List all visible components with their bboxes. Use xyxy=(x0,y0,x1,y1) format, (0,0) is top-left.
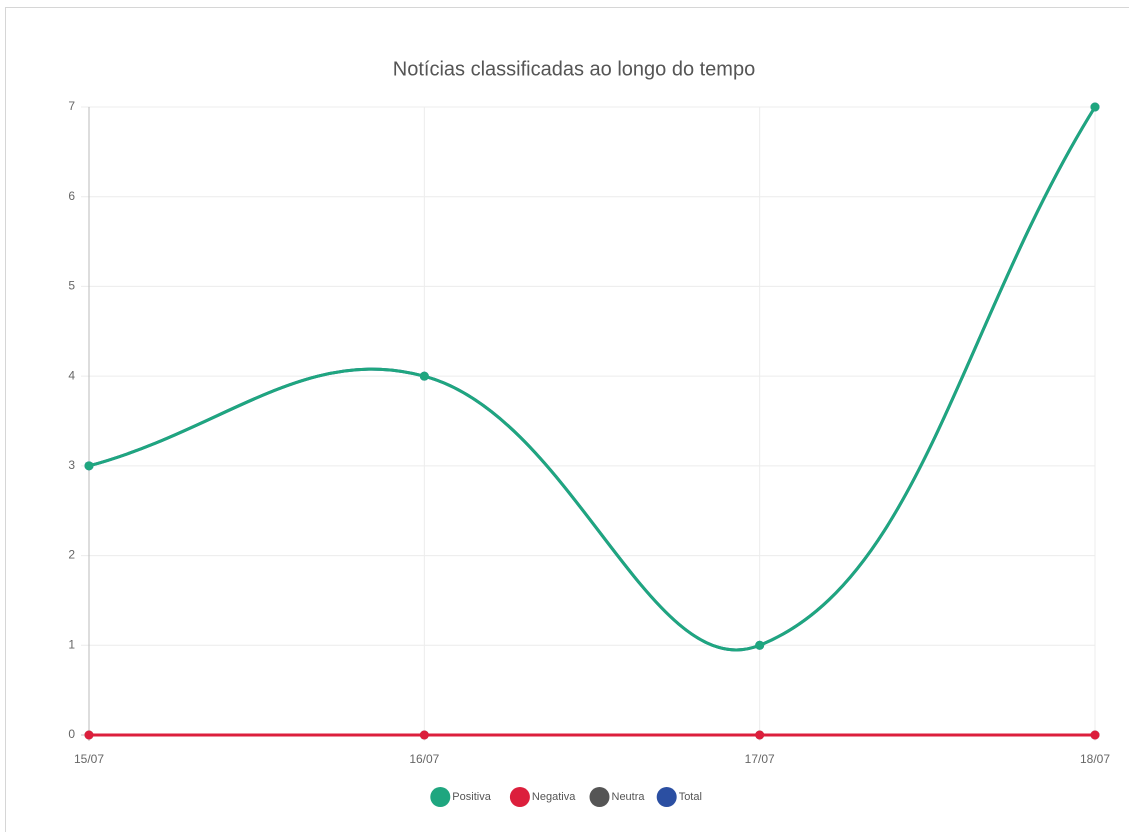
data-point xyxy=(755,730,765,740)
data-point xyxy=(755,640,765,650)
legend-label: Positiva xyxy=(452,791,491,803)
legend-label: Negativa xyxy=(532,791,576,803)
y-tick-label: 5 xyxy=(68,279,75,293)
data-point xyxy=(419,730,429,740)
y-tick-label: 3 xyxy=(68,458,75,472)
legend-label: Total xyxy=(679,791,702,803)
data-point xyxy=(84,730,94,740)
data-point xyxy=(419,371,429,381)
legend-swatch xyxy=(509,787,530,807)
legend-swatch xyxy=(656,787,677,807)
y-tick-label: 6 xyxy=(68,189,75,203)
data-point xyxy=(84,461,94,471)
x-tick-label: 16/07 xyxy=(409,752,439,766)
x-tick-label: 15/07 xyxy=(74,752,104,766)
series-line xyxy=(88,106,1097,652)
x-tick-label: 17/07 xyxy=(745,752,775,766)
y-tick-label: 1 xyxy=(68,637,75,651)
y-tick-label: 0 xyxy=(68,727,75,741)
x-tick-label: 18/07 xyxy=(1080,752,1110,766)
legend-label: Neutra xyxy=(612,791,646,803)
y-tick-label: 4 xyxy=(68,368,75,382)
chart-title: Notícias classificadas ao longo do tempo xyxy=(393,58,755,80)
legend-swatch xyxy=(589,787,610,807)
y-tick-label: 2 xyxy=(68,548,75,562)
data-point xyxy=(1090,102,1100,112)
data-point xyxy=(1090,730,1100,740)
frame xyxy=(5,7,1129,832)
legend-swatch xyxy=(430,787,451,807)
y-tick-label: 7 xyxy=(68,99,75,113)
